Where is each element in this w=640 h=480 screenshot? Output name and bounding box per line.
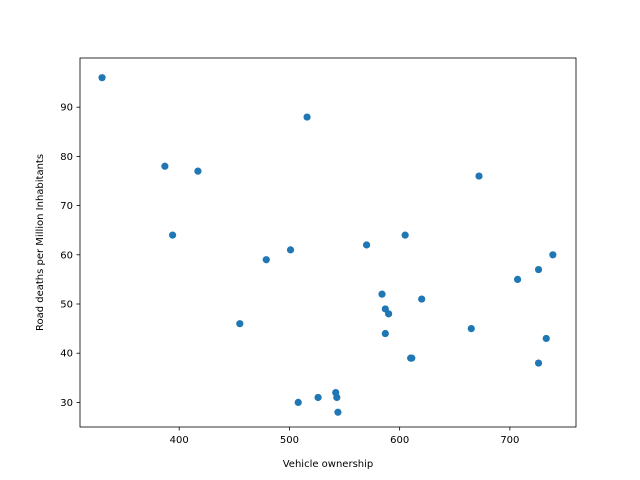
data-point-13 xyxy=(362,241,371,249)
data-point-25 xyxy=(534,265,543,274)
y-tick-label-1: 40 xyxy=(60,349,73,360)
data-point-26 xyxy=(534,359,543,367)
x-tick-label-0: 400 xyxy=(170,435,189,446)
data-point-0 xyxy=(98,74,106,82)
points-layer xyxy=(98,74,557,416)
x-axis-label: Vehicle ownership xyxy=(283,459,374,470)
plot-area xyxy=(80,58,576,427)
x-axis-ticks: 400 500 600 700 xyxy=(170,427,519,446)
data-point-22 xyxy=(467,325,475,333)
data-point-20 xyxy=(408,354,416,362)
data-point-9 xyxy=(314,393,322,402)
data-point-28 xyxy=(549,251,557,259)
y-tick-label-6: 90 xyxy=(60,103,73,114)
data-point-21 xyxy=(418,295,426,303)
data-point-3 xyxy=(194,167,202,175)
y-tick-label-5: 80 xyxy=(60,152,73,163)
y-axis-label: Road deaths per Million Inhabitants xyxy=(35,154,46,331)
data-point-14 xyxy=(378,290,386,298)
data-point-8 xyxy=(303,113,311,121)
x-tick-label-1: 500 xyxy=(280,435,299,446)
data-point-11 xyxy=(333,393,341,402)
y-tick-label-2: 50 xyxy=(60,300,73,311)
data-point-24 xyxy=(513,275,522,283)
y-tick-label-3: 60 xyxy=(60,250,73,261)
data-point-7 xyxy=(294,398,302,406)
data-point-2 xyxy=(168,231,177,239)
data-point-16 xyxy=(381,329,389,338)
data-point-12 xyxy=(334,408,342,416)
data-point-6 xyxy=(286,246,295,254)
y-tick-label-0: 30 xyxy=(60,398,73,409)
x-tick-label-3: 700 xyxy=(500,435,519,446)
y-axis-ticks: 30 40 50 60 70 80 90 xyxy=(60,103,80,409)
plot-frame xyxy=(79,57,577,428)
data-point-5 xyxy=(262,256,270,264)
data-point-17 xyxy=(385,310,393,318)
data-point-18 xyxy=(401,231,409,239)
data-point-1 xyxy=(161,162,169,170)
data-point-4 xyxy=(236,320,244,328)
data-point-23 xyxy=(475,172,483,180)
y-tick-label-4: 70 xyxy=(60,201,73,212)
data-point-27 xyxy=(542,334,550,343)
x-tick-label-2: 600 xyxy=(390,435,409,446)
